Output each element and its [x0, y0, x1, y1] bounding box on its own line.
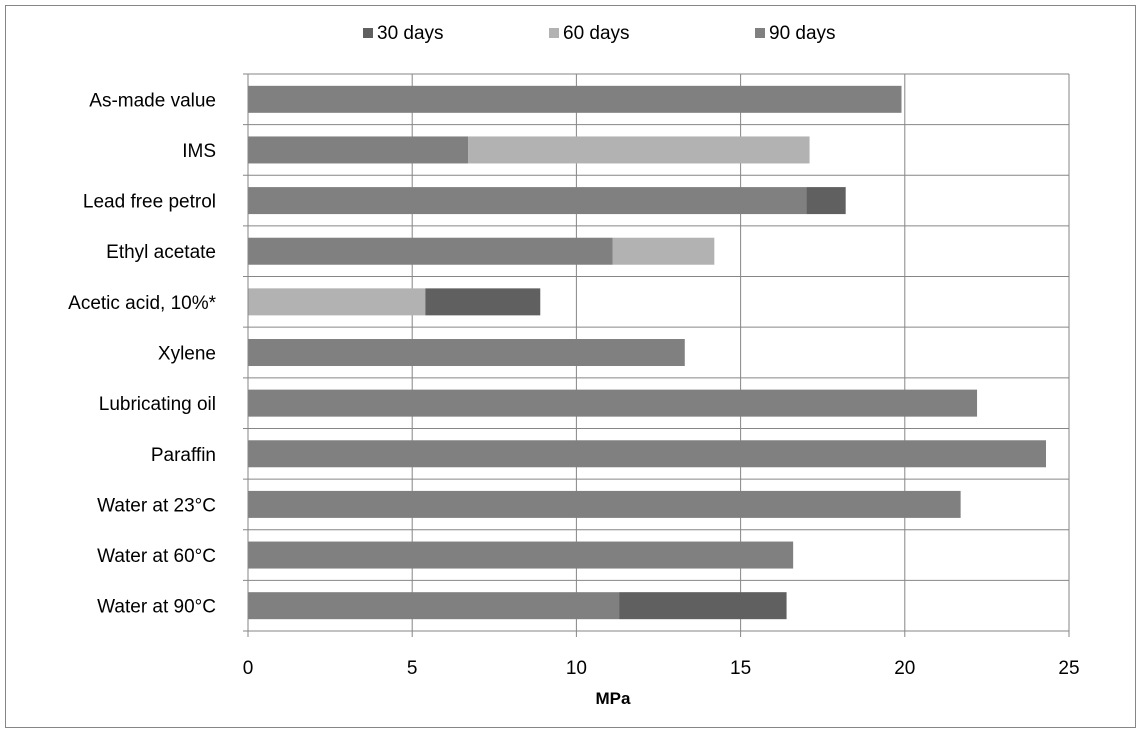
bar-segment [248, 339, 685, 366]
category-labels: As-made value IMS Lead free petrol Ethyl ac… [68, 90, 216, 617]
x-tick-label: 25 [1058, 658, 1079, 679]
legend-swatch [549, 28, 559, 38]
bar-segment [248, 136, 469, 164]
x-tick-labels: 0 5 10 15 20 25 [243, 658, 1080, 679]
category-label: Water at 60°C [97, 546, 216, 567]
x-tick-label: 5 [407, 658, 418, 679]
category-label: Paraffin [151, 445, 216, 466]
x-tick-label: 15 [730, 658, 751, 679]
category-label: As-made value [89, 90, 216, 111]
category-label: Water at 23°C [97, 495, 216, 516]
category-label: Ethyl acetate [106, 242, 216, 263]
bar-segment [248, 389, 978, 417]
bar-segment [248, 288, 426, 316]
category-label: Water at 90°C [97, 597, 216, 618]
bar-segment [248, 237, 613, 265]
legend-label: 60 days [563, 23, 630, 44]
axes [247, 74, 1069, 632]
x-axis-title: MPa [596, 689, 632, 708]
chart-frame: 30 days 60 days 90 days As-made value IMS Le… [5, 5, 1136, 728]
bar-segment [248, 85, 902, 113]
stacked-bar-chart: 30 days 60 days 90 days As-made value IMS Le… [68, 23, 1080, 708]
bar-segment [612, 237, 715, 265]
bar-segment [468, 136, 810, 164]
x-tick-label: 0 [243, 658, 254, 679]
bar-segment [248, 440, 1047, 468]
legend-swatch [363, 28, 373, 38]
legend-label: 90 days [769, 23, 836, 44]
bar-segment [806, 187, 846, 215]
x-tick-label: 10 [566, 658, 587, 679]
bar-segment [248, 187, 807, 215]
bar-segment [425, 288, 541, 316]
legend: 30 days 60 days 90 days [363, 23, 836, 44]
category-label: Lead free petrol [83, 192, 216, 213]
category-label: Acetic acid, 10%* [68, 293, 216, 314]
bar-segment [248, 541, 794, 569]
bar-segment [248, 592, 620, 620]
legend-label: 30 days [377, 23, 444, 44]
legend-swatch [755, 28, 765, 38]
x-tick-label: 20 [894, 658, 915, 679]
bars [248, 85, 1047, 620]
category-label: Lubricating oil [99, 394, 216, 415]
bar-segment [619, 592, 787, 620]
bar-segment [248, 490, 961, 518]
category-label: Xylene [158, 344, 216, 365]
category-label: IMS [182, 141, 216, 162]
